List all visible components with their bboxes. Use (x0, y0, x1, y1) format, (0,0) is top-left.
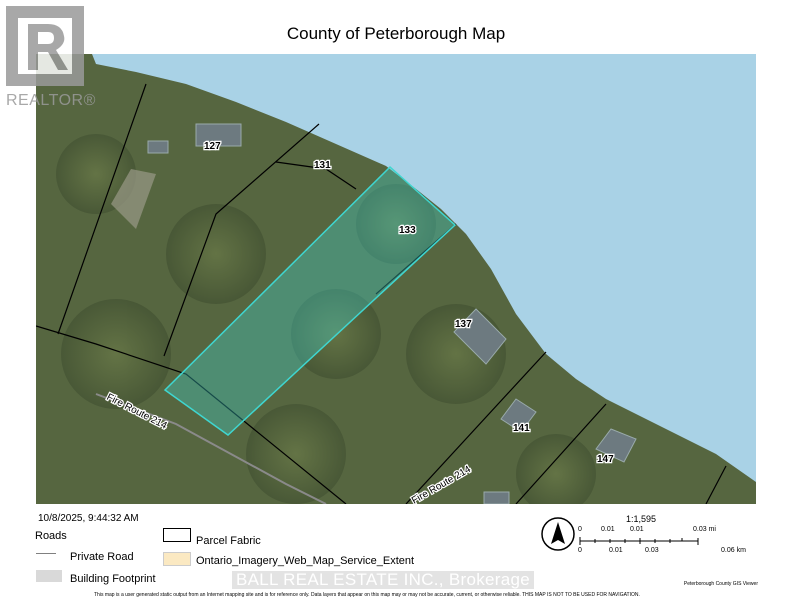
legend-imagery-extent: Ontario_Imagery_Web_Map_Service_Extent (196, 555, 415, 567)
tree-canopy (56, 134, 596, 504)
legend-parcel-fabric: Parcel Fabric (196, 535, 261, 547)
disclaimer: This map is a user generated static outp… (94, 592, 640, 598)
parcel-fabric-swatch (163, 528, 191, 542)
parcel-label-133: 133 (399, 225, 416, 236)
realtor-logo-text: REALTOR® (6, 92, 96, 109)
private-road-swatch (36, 553, 56, 554)
brokerage-watermark: BALL REAL ESTATE INC., Brokerage (232, 571, 534, 589)
map-title: County of Peterborough Map (286, 24, 506, 43)
parcel-label-137: 137 (455, 319, 472, 330)
timestamp: 10/8/2025, 9:44:32 AM (38, 513, 139, 524)
building-footprint-swatch (36, 570, 62, 582)
scale-mi-0: 0 (578, 526, 582, 533)
water-body (92, 54, 756, 482)
parcel-label-127: 127 (204, 141, 221, 152)
scale-km-1: 0.01 (609, 547, 623, 554)
legend-building-footprint: Building Footprint (70, 573, 156, 585)
scale-ratio: 1:1,595 (626, 514, 657, 524)
scale-bar (579, 537, 699, 545)
subject-parcel-highlight[interactable] (163, 165, 457, 436)
driveway (111, 169, 156, 229)
realtor-logo: REALTOR® (2, 4, 96, 110)
scale-mi-2: 0.01 (630, 526, 644, 533)
parcel-label-131: 131 (314, 160, 331, 171)
realtor-r-logo-icon (6, 6, 84, 86)
scale-km-3: 0.06 km (721, 547, 746, 554)
buildings (147, 123, 637, 504)
parcel-label-147: 147 (597, 454, 614, 465)
scale-km-0: 0 (578, 547, 582, 554)
scale-km-2: 0.03 (645, 547, 659, 554)
legend-roads-heading: Roads (35, 530, 67, 542)
scale-mi-3: 0.03 mi (693, 526, 716, 533)
map-canvas[interactable]: 127 131 133 137 141 147 Fire Route 214 F… (36, 54, 756, 504)
parcel-label-141: 141 (513, 423, 530, 434)
scale-mi-1: 0.01 (601, 526, 615, 533)
north-arrow-icon (541, 517, 575, 551)
legend-private-road: Private Road (70, 551, 134, 563)
parcel-fabric (36, 83, 727, 504)
imagery-extent-swatch (163, 552, 191, 566)
gis-credit: Peterborough County GIS Viewer (683, 581, 758, 587)
private-road (95, 393, 327, 504)
